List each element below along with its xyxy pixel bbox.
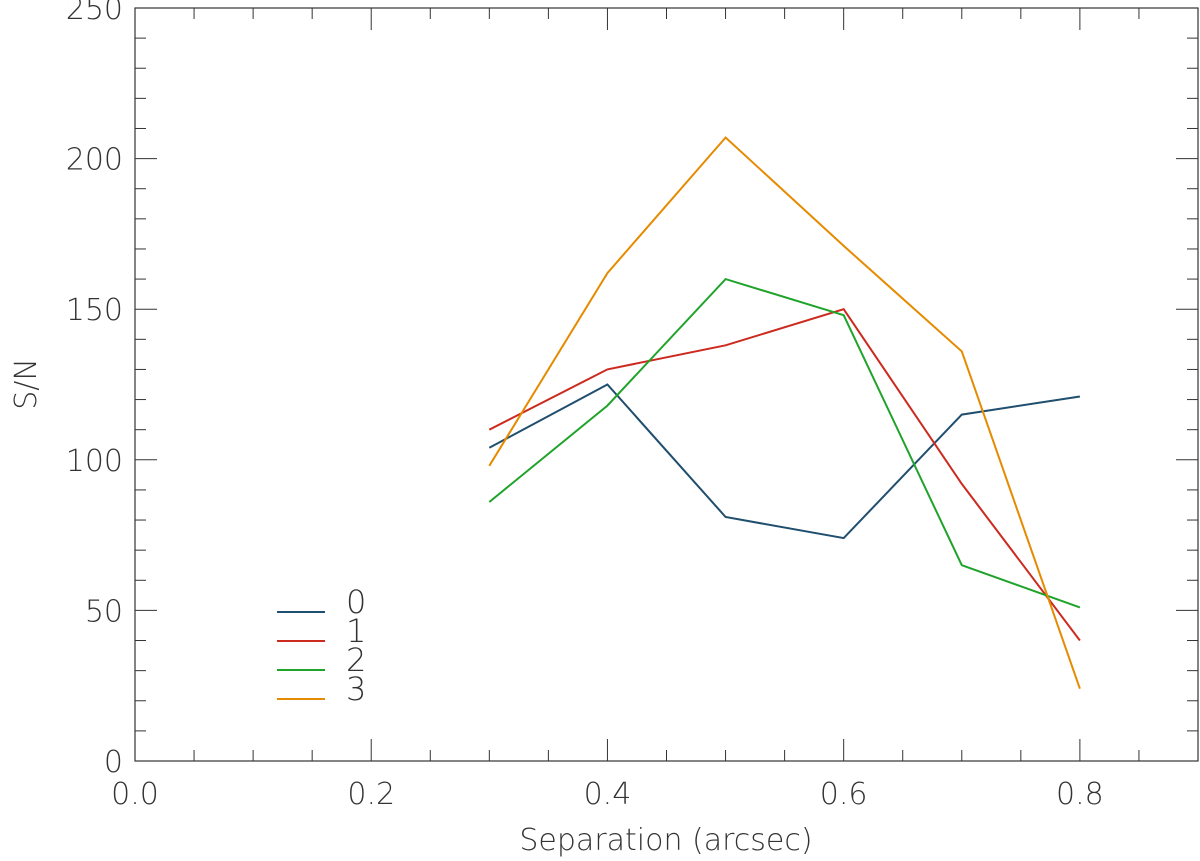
x-tick-label: 0.8 xyxy=(1056,777,1104,812)
y-tick-label: 0 xyxy=(104,745,123,780)
plot-frame xyxy=(134,7,1199,762)
series-line-0 xyxy=(488,383,1081,540)
y-tick-label: 250 xyxy=(66,0,123,27)
series-line-3 xyxy=(488,136,1081,690)
y-axis-label: S/N xyxy=(9,358,44,410)
series-line-1 xyxy=(488,308,1081,642)
legend-label-1: 1 xyxy=(346,612,366,650)
tick-labels: 0.0 0.2 0.4 0.6 0.8 0 50 100 150 200 250 xyxy=(66,0,1104,812)
y-tick-label: 100 xyxy=(66,444,123,479)
y-tick-label: 150 xyxy=(66,293,123,328)
legend-label-2: 2 xyxy=(346,641,366,679)
series-line-2 xyxy=(488,277,1081,609)
x-axis-label: Separation (arcsec) xyxy=(519,823,812,858)
series-lines xyxy=(488,136,1081,690)
legend-label-3: 3 xyxy=(346,670,366,708)
axis-ticks xyxy=(134,7,1199,762)
x-tick-label: 0.6 xyxy=(820,777,868,812)
x-tick-label: 0.2 xyxy=(347,777,395,812)
legend-label-0: 0 xyxy=(346,583,366,621)
x-tick-label: 0.4 xyxy=(584,777,632,812)
x-tick-label: 0.0 xyxy=(111,777,159,812)
y-tick-label: 50 xyxy=(85,594,123,629)
y-tick-label: 200 xyxy=(66,143,123,178)
